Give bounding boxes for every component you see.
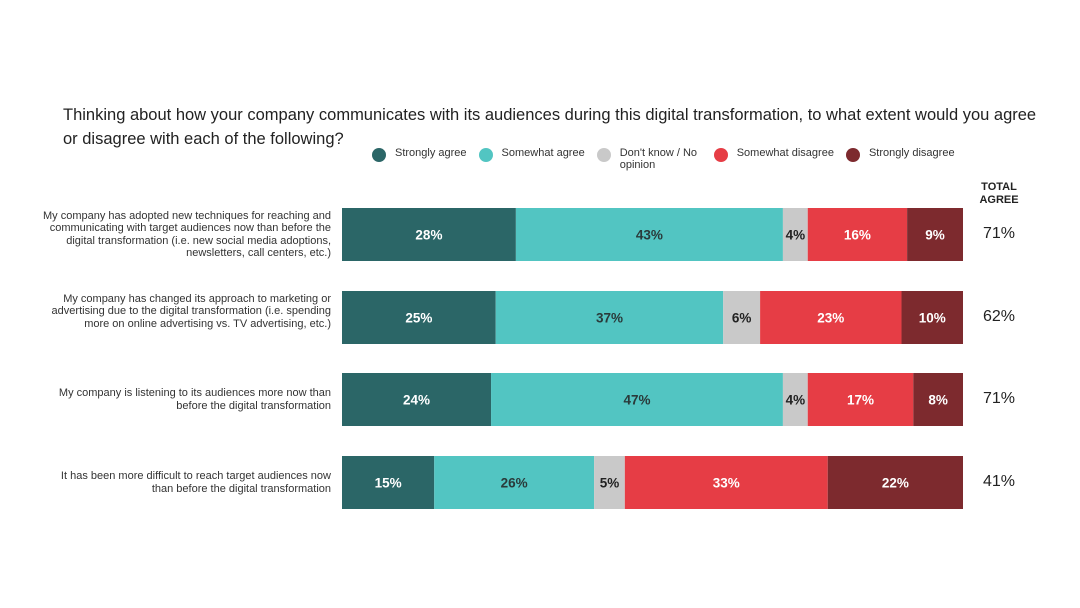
legend-label: Somewhat disagree [736, 147, 834, 159]
data-label: 6% [732, 311, 752, 326]
data-label: 26% [501, 476, 528, 491]
bar-segment [342, 208, 516, 261]
total-agree-value: 41% [982, 472, 1016, 490]
bar-segment [342, 291, 496, 344]
legend-item: Strongly agree [372, 147, 467, 171]
bar-segment [807, 373, 914, 426]
total-agree-value: 62% [982, 307, 1016, 325]
legend-label: Strongly disagree [868, 147, 955, 159]
legend-swatch [845, 148, 860, 162]
data-label: 15% [375, 476, 402, 491]
bar-segment [907, 208, 963, 261]
bar-segment [495, 291, 724, 344]
data-label: 43% [636, 228, 663, 243]
legend-label: Somewhat agree [501, 147, 585, 159]
total-agree-header: TOTAL AGREE [979, 181, 1019, 206]
data-label: 4% [786, 228, 806, 243]
bar-segment [760, 291, 902, 344]
bar-segment [624, 456, 828, 509]
total-agree-value: 71% [982, 389, 1016, 407]
data-label: 28% [415, 228, 442, 243]
total-agree-value: 71% [982, 224, 1016, 242]
bar-segment [807, 208, 908, 261]
legend-swatch [478, 148, 493, 162]
legend-item: Don't know / No opinion [596, 147, 702, 171]
category-label: My company is listening to its audiences… [58, 387, 331, 412]
bar-segment [434, 456, 595, 509]
data-label: 8% [928, 393, 948, 408]
data-label: 10% [919, 311, 946, 326]
data-label: 5% [600, 476, 620, 491]
legend-label: Don't know / No opinion [619, 147, 698, 171]
data-label: 22% [882, 476, 909, 491]
bar-segment [342, 456, 435, 509]
data-label: 25% [405, 311, 432, 326]
bar-segment [594, 456, 625, 509]
bar-segment [782, 373, 808, 426]
legend-swatch [596, 148, 611, 162]
data-label: 37% [596, 311, 623, 326]
category-label: It has been more difficult to reach targ… [60, 470, 331, 495]
data-label: 4% [786, 393, 806, 408]
data-label: 9% [925, 228, 945, 243]
legend-swatch [713, 148, 728, 162]
category-label: My company has adopted new techniques fo… [42, 209, 331, 260]
legend: Strongly agree Somewhat agree Don't know /… [372, 147, 967, 171]
bar-segment [723, 291, 761, 344]
legend-label: Strongly agree [395, 147, 467, 159]
bar-segment [827, 456, 963, 509]
chart-title: Thinking about how your company communic… [63, 106, 1037, 148]
data-label: 47% [623, 393, 650, 408]
legend-item: Strongly disagree [845, 147, 955, 171]
data-label: 17% [847, 393, 874, 408]
category-label: My company has changed its approach to m… [51, 292, 331, 330]
data-label: 33% [713, 476, 740, 491]
legend-item: Somewhat agree [478, 147, 585, 171]
bar-segment [491, 373, 783, 426]
bar-segment [342, 373, 492, 426]
bar-segment [913, 373, 963, 426]
bar-segment [515, 208, 783, 261]
legend-swatch [372, 148, 386, 162]
data-label: 16% [844, 228, 871, 243]
data-label: 23% [817, 311, 844, 326]
bar-segment [901, 291, 963, 344]
data-label: 24% [403, 393, 430, 408]
legend-item: Somewhat disagree [713, 147, 834, 171]
bar-segment [782, 208, 808, 261]
